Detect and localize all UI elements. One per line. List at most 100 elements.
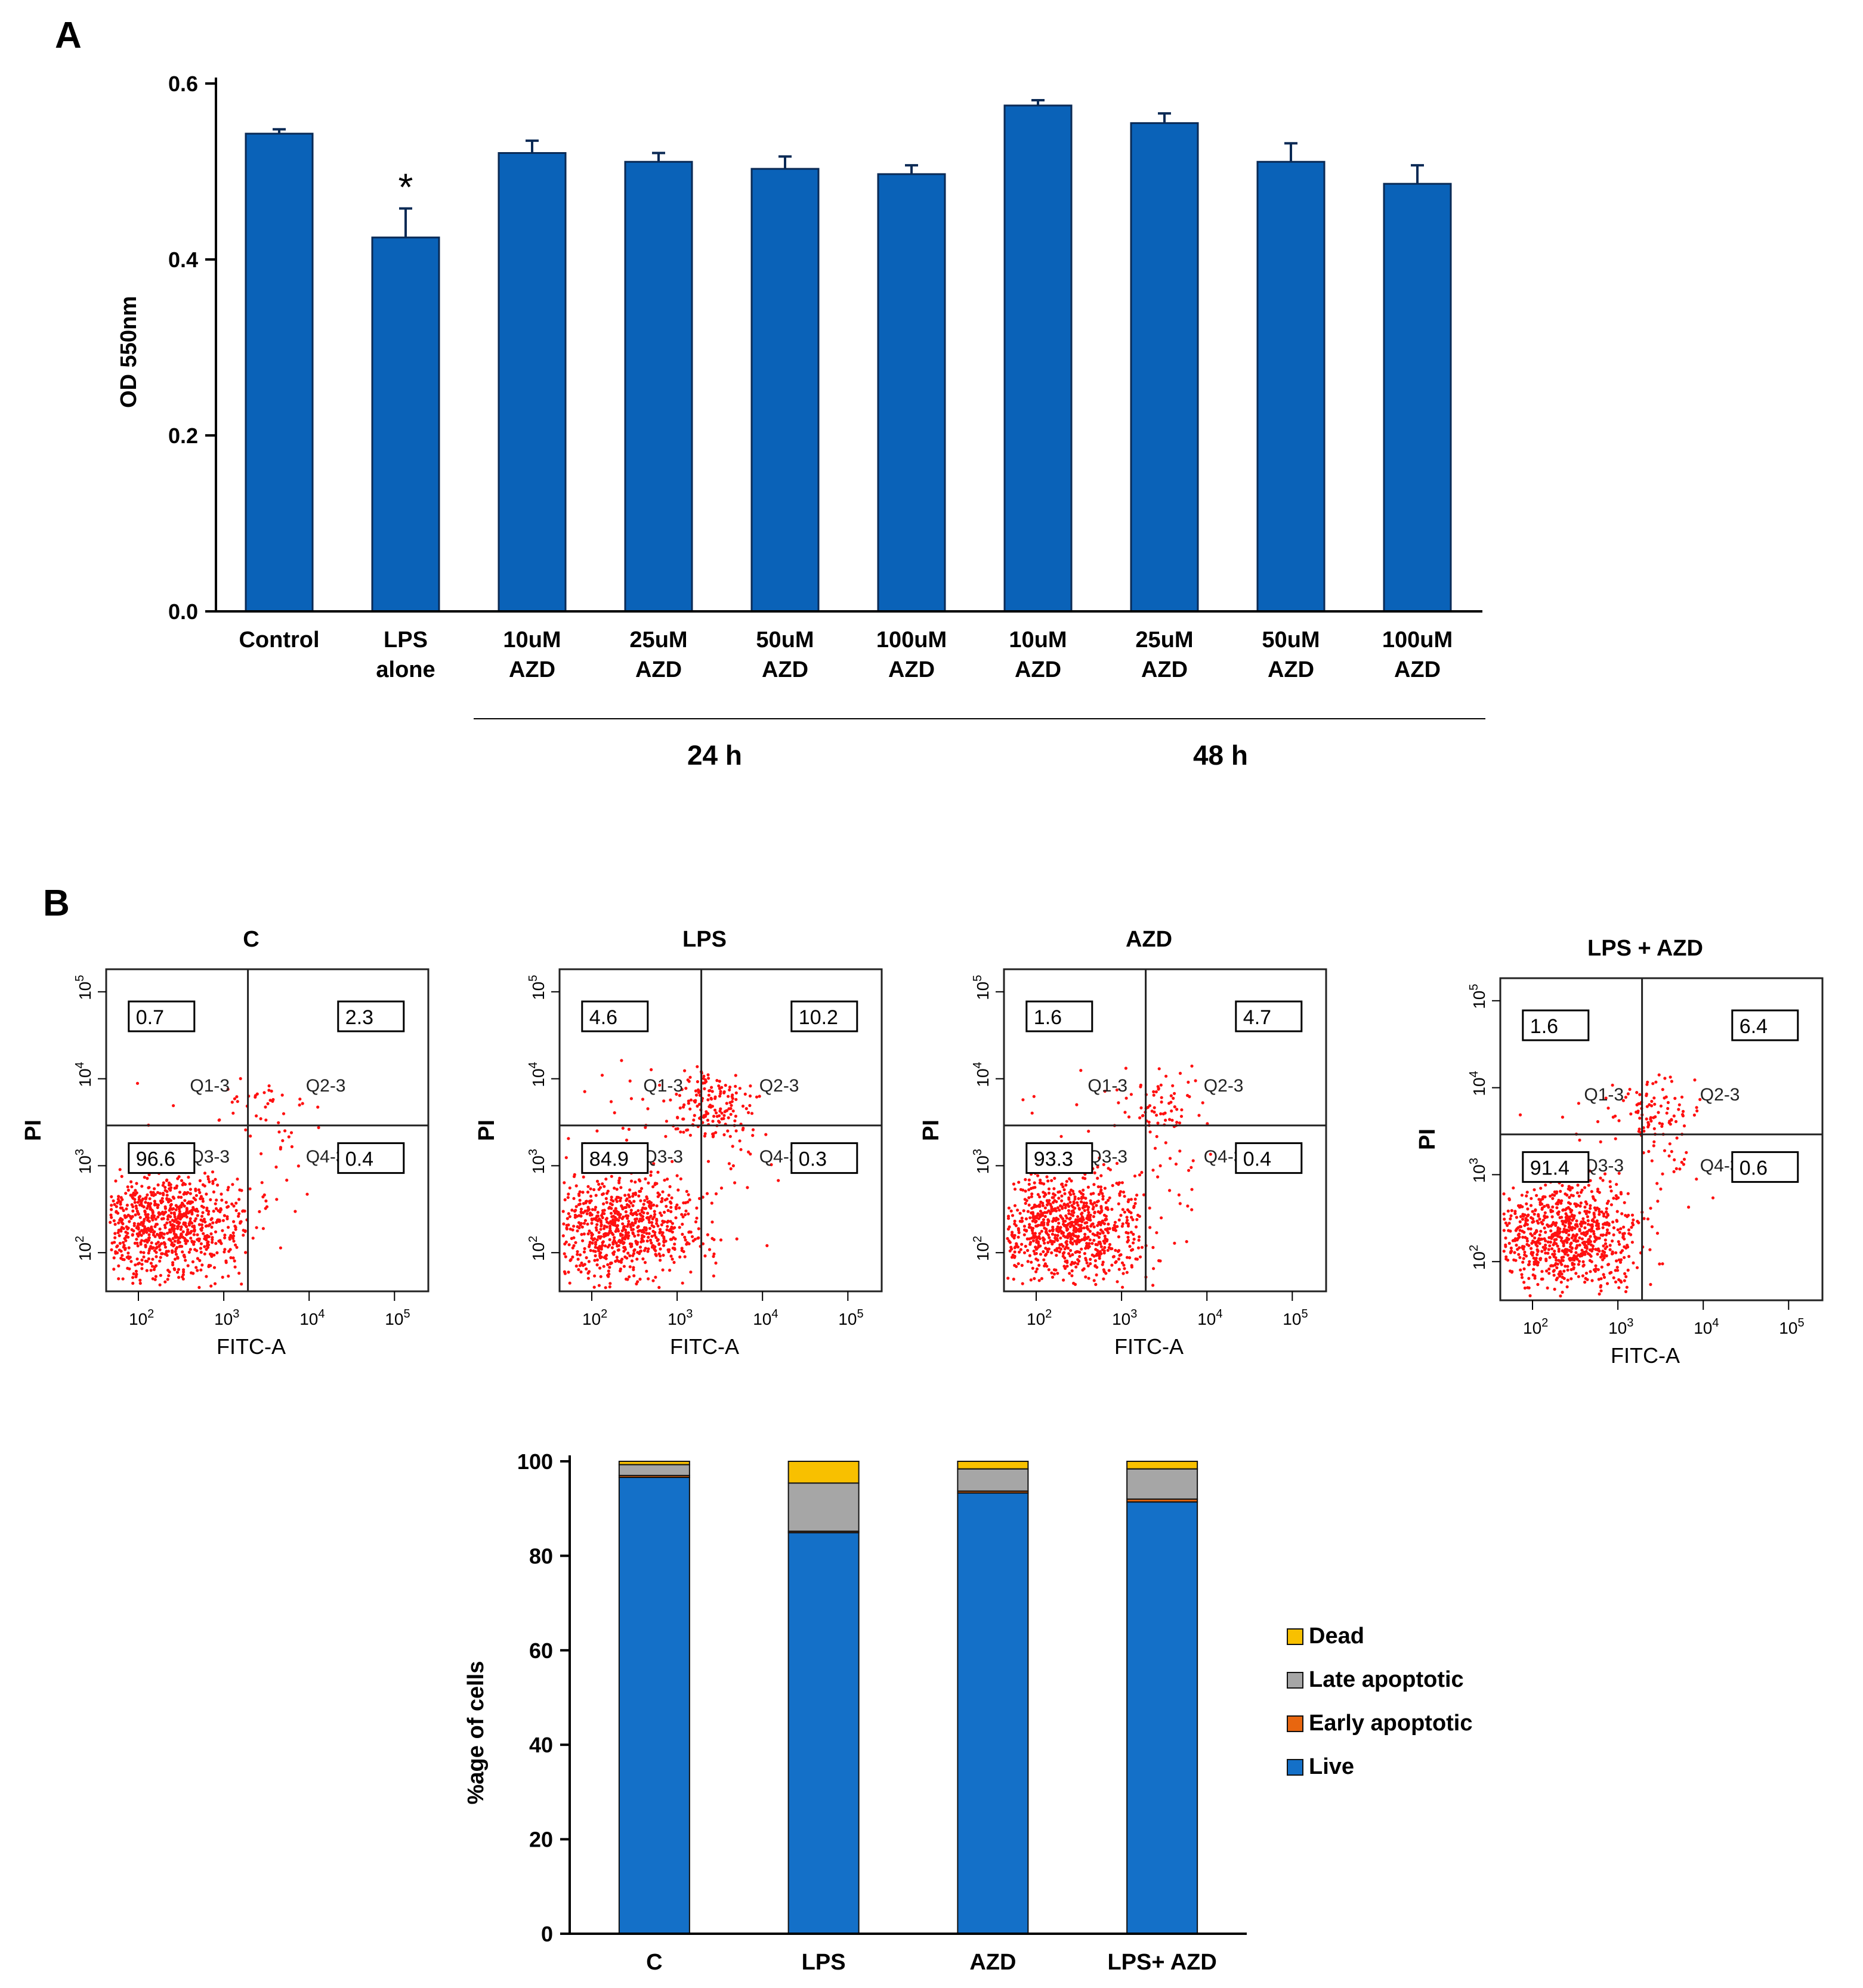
flow-event-live [238,1188,242,1192]
flow-event-live [665,1204,668,1208]
flow-event-live [637,1178,641,1182]
flow-event-live [1521,1229,1524,1233]
flow-event-live [126,1213,130,1217]
flow-event-live [1132,1205,1136,1209]
flow-event-live [1017,1262,1020,1266]
flow-event-live [122,1208,125,1213]
flow-event-live [1020,1242,1024,1246]
flow-event-dead [662,1099,666,1103]
flow-event-live [1552,1221,1555,1225]
flow-event-live [180,1195,183,1199]
percent-y-tick-label: 80 [529,1544,553,1568]
flow-event-live [1605,1210,1608,1214]
flow-event-live [1565,1219,1569,1222]
flow-event-live [629,1245,633,1248]
flow-event-live [1614,1251,1618,1254]
flow-event-live [140,1263,144,1266]
flow-event-live [1062,1251,1066,1254]
flow-event-live [564,1156,568,1160]
flow-event-live [180,1205,183,1208]
flow-event-live [149,1245,153,1248]
flow-event-live [1578,1211,1581,1214]
flow-event-live [141,1197,144,1201]
flow-event-live [1537,1213,1540,1216]
flow-event-live [160,1242,163,1245]
flow-percent-box [128,1142,196,1174]
flow-event-live [684,1209,688,1213]
flow-event-live [1125,1256,1129,1259]
flow-event-late [1123,1111,1127,1114]
flow-event-live [150,1193,153,1196]
flow-event-dead [664,1134,668,1138]
flow-event-live [119,1229,123,1233]
flow-event-live [659,1211,662,1215]
flow-event-live [223,1214,226,1217]
flow-event-live [630,1259,634,1263]
flow-event-live [163,1226,167,1229]
flow-event-live [1067,1252,1071,1256]
flow-event-early [1158,1164,1162,1168]
flow-event-live [656,1191,660,1195]
flow-event-late [1654,1080,1658,1084]
flow-event-live [142,1251,146,1254]
flow-event-live [229,1233,233,1237]
flow-event-late [1115,1088,1119,1092]
flow-event-live [149,1207,152,1211]
flow-event-live [1507,1229,1510,1232]
flow-event-live [133,1201,137,1204]
flow-event-live [212,1253,216,1257]
flow-event-live [1076,1201,1079,1204]
flow-event-live [1096,1199,1100,1203]
flow-event-early [715,1115,719,1118]
flow-x-tick-exponent: 2 [601,1307,607,1321]
flow-event-live [679,1177,682,1181]
flow-event-live [1574,1256,1577,1260]
flow-event-live [1012,1278,1015,1281]
flow-event-late [1653,1102,1657,1106]
flow-event-live [1546,1286,1549,1290]
flow-event-live [146,1201,150,1205]
flow-event-live [1600,1265,1604,1269]
flow-event-live [178,1210,181,1213]
flow-event-live [209,1232,213,1236]
flow-event-live [1082,1218,1085,1222]
flow-event-live [1080,1247,1083,1251]
flow-event-late [718,1095,722,1098]
flow-event-live [1560,1272,1564,1276]
flow-event-late [1628,1087,1632,1091]
flow-event-late [1645,1083,1649,1086]
flow-event-live [196,1214,199,1217]
flow-event-live [589,1248,592,1253]
flow-event-live [154,1275,157,1278]
flow-event-live [1616,1269,1620,1272]
flow-event-live [1587,1228,1591,1232]
flow-event-late [693,1114,696,1117]
flow-event-late [1148,1130,1152,1134]
flow-event-live [1544,1247,1547,1250]
flow-event-live [1133,1202,1137,1205]
flow-event-live [189,1201,192,1205]
flow-event-live [567,1243,571,1247]
flow-event-live [179,1228,183,1231]
flow-event-live [120,1226,123,1229]
flow-event-live [1077,1196,1080,1201]
flow-event-early [1174,1162,1178,1166]
flow-event-live [160,1252,163,1256]
flow-event-live [136,1244,140,1248]
flow-event-live [628,1275,631,1279]
flow-event-live [1057,1196,1061,1200]
flow-event-live [135,1207,138,1210]
flow-event-live [1045,1264,1049,1268]
flow-event-live [655,1182,659,1185]
flow-event-live [201,1199,205,1203]
flow-event-live [1553,1238,1556,1242]
flow-event-live [203,1245,206,1248]
flow-event-live [194,1217,197,1220]
flow-event-live [1047,1209,1051,1213]
flow-event-live [156,1203,160,1207]
flow-event-live [160,1196,164,1200]
flow-event-live [612,1253,616,1256]
flow-event-late [1681,1109,1685,1113]
flow-event-late [1155,1134,1158,1139]
flow-event-live [1584,1200,1587,1204]
